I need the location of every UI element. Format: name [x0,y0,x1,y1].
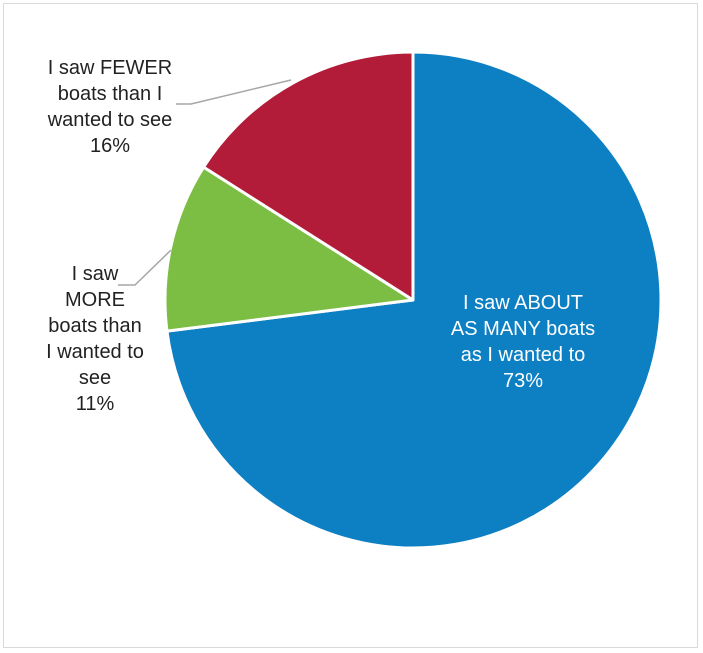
slice-label-2-line-3: boats than [48,315,141,337]
slices-layer [163,50,663,550]
slice-label-3-line-2: boats than I [58,83,163,105]
slice-label-2-line-4: I wanted to [46,341,144,363]
pie-slice-2 [163,165,415,333]
slice-label-1-line-4: 73% [503,370,543,392]
slice-label-1-line-1: I saw ABOUT [463,292,583,314]
slice-label-3: I saw FEWER boats than I wanted to see 16% [47,57,173,157]
slice-label-2-line-5: see [79,367,111,389]
slice-label-1-line-2: AS MANY boats [451,318,595,340]
slice-label-2-line-1: I saw [72,263,119,285]
leader-line-3 [176,79,292,105]
slice-label-3-line-4: 16% [90,135,130,157]
leader-lines-layer [118,79,292,286]
slice-label-3-line-3: wanted to see [47,109,173,131]
labels-layer: I saw ABOUT AS MANY boats as I wanted to 73… [46,57,595,415]
leader-line-2 [118,249,172,286]
slice-label-2-line-2: MORE [65,289,125,311]
pie-slice-3 [202,50,415,302]
slice-label-3-line-1: I saw FEWER [48,57,172,79]
slice-label-1-line-3: as I wanted to [461,344,586,366]
slice-label-2-line-6: 11% [76,393,115,415]
slice-label-1: I saw ABOUT AS MANY boats as I wanted to 73… [451,292,595,392]
slice-label-2: I saw MORE boats than I wanted to see 11% [46,263,144,415]
